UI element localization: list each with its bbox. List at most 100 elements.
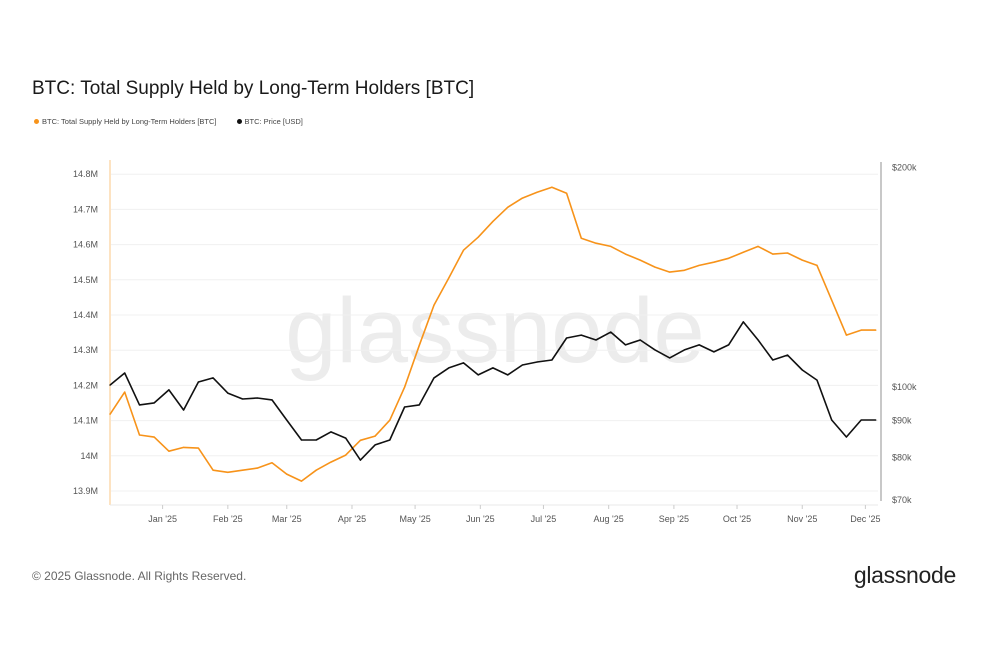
data-point-lth-supply bbox=[757, 245, 759, 247]
data-point-price bbox=[669, 357, 671, 359]
data-point-price bbox=[256, 397, 258, 399]
data-point-price bbox=[536, 361, 538, 363]
data-point-price bbox=[492, 367, 494, 369]
data-point-lth-supply bbox=[330, 461, 332, 463]
data-point-lth-supply bbox=[241, 469, 244, 471]
data-point-price bbox=[845, 436, 848, 438]
data-point-price bbox=[462, 362, 465, 364]
data-point-lth-supply bbox=[300, 480, 303, 482]
copyright-text: © 2025 Glassnode. All Rights Reserved. bbox=[32, 569, 247, 583]
data-point-price bbox=[330, 431, 332, 433]
data-point-lth-supply bbox=[669, 271, 671, 273]
data-point-lth-supply bbox=[256, 467, 258, 469]
data-point-lth-supply bbox=[786, 252, 789, 254]
watermark: glassnode bbox=[285, 280, 704, 382]
x-tick-label: Jun '25 bbox=[466, 514, 495, 524]
data-point-lth-supply bbox=[109, 413, 111, 415]
data-point-price bbox=[816, 379, 818, 381]
left-tick-label: 14.5M bbox=[73, 275, 98, 285]
data-point-lth-supply bbox=[713, 261, 715, 263]
data-point-price bbox=[359, 459, 361, 461]
data-point-price bbox=[124, 372, 126, 374]
data-point-price bbox=[507, 374, 509, 376]
data-point-lth-supply bbox=[831, 299, 833, 301]
x-tick-label: Feb '25 bbox=[213, 514, 243, 524]
data-point-price bbox=[138, 404, 141, 406]
legend-item-price[interactable]: BTC: Price [USD] bbox=[236, 117, 303, 126]
data-point-lth-supply bbox=[728, 257, 730, 259]
data-point-price bbox=[153, 402, 155, 404]
left-tick-label: 14.3M bbox=[73, 345, 98, 355]
right-tick-label: $80k bbox=[892, 453, 912, 463]
x-tick-label: Aug '25 bbox=[594, 514, 624, 524]
data-point-lth-supply bbox=[624, 253, 627, 255]
left-tick-label: 14.6M bbox=[73, 240, 98, 250]
data-point-lth-supply bbox=[183, 446, 185, 448]
left-tick-label: 14.4M bbox=[73, 310, 98, 320]
black-dot-icon bbox=[236, 119, 242, 124]
data-point-lth-supply bbox=[448, 277, 450, 279]
data-point-price bbox=[183, 409, 185, 411]
right-tick-label: $90k bbox=[892, 415, 912, 425]
data-point-price bbox=[610, 331, 612, 333]
data-point-price bbox=[654, 349, 656, 351]
data-point-lth-supply bbox=[433, 304, 435, 306]
data-point-lth-supply bbox=[816, 264, 818, 266]
data-point-lth-supply bbox=[124, 391, 126, 393]
data-point-price bbox=[551, 359, 553, 361]
data-point-price bbox=[772, 359, 774, 361]
data-point-lth-supply bbox=[507, 206, 509, 208]
data-point-price bbox=[477, 374, 479, 376]
data-point-lth-supply bbox=[359, 439, 361, 441]
data-point-lth-supply bbox=[462, 249, 465, 251]
left-tick-label: 14.1M bbox=[73, 416, 98, 426]
x-tick-label: Jul '25 bbox=[531, 514, 557, 524]
data-point-lth-supply bbox=[168, 450, 170, 452]
data-point-lth-supply bbox=[595, 242, 597, 244]
glassnode-logo: glassnode bbox=[853, 562, 956, 588]
data-point-price bbox=[418, 404, 420, 406]
data-point-lth-supply bbox=[536, 191, 538, 193]
data-point-lth-supply bbox=[389, 419, 391, 421]
data-point-lth-supply bbox=[551, 186, 553, 188]
data-point-price bbox=[109, 384, 111, 386]
data-point-price bbox=[389, 439, 391, 441]
data-point-price bbox=[742, 321, 744, 323]
data-point-price bbox=[521, 364, 524, 366]
left-tick-label: 14.7M bbox=[73, 204, 98, 214]
x-tick-label: Dec '25 bbox=[850, 514, 880, 524]
data-point-lth-supply bbox=[286, 473, 288, 475]
data-point-price bbox=[728, 344, 730, 346]
left-tick-label: 14.8M bbox=[73, 169, 98, 179]
data-point-price bbox=[197, 381, 199, 383]
legend-label: BTC: Price [USD] bbox=[244, 117, 303, 126]
x-tick-label: May '25 bbox=[399, 514, 430, 524]
data-point-lth-supply bbox=[698, 264, 700, 266]
right-tick-label: $100k bbox=[892, 382, 917, 392]
data-point-lth-supply bbox=[197, 447, 199, 449]
data-point-lth-supply bbox=[492, 220, 494, 222]
legend: BTC: Total Supply Held by Long-Term Hold… bbox=[34, 117, 303, 126]
legend-item-lth-supply[interactable]: BTC: Total Supply Held by Long-Term Hold… bbox=[34, 117, 217, 126]
data-point-lth-supply bbox=[860, 329, 862, 331]
data-point-lth-supply bbox=[521, 197, 524, 199]
x-tick-label: Nov '25 bbox=[787, 514, 817, 524]
data-point-lth-supply bbox=[875, 329, 877, 331]
data-point-price bbox=[345, 437, 347, 439]
data-point-price bbox=[241, 398, 244, 400]
data-point-price bbox=[168, 389, 170, 391]
data-point-price bbox=[286, 419, 288, 421]
right-tick-label: $70k bbox=[892, 495, 912, 505]
data-point-price bbox=[683, 349, 686, 351]
data-point-lth-supply bbox=[227, 471, 229, 473]
data-point-lth-supply bbox=[565, 192, 568, 194]
data-point-price bbox=[786, 354, 789, 356]
orange-dot-icon bbox=[34, 119, 39, 124]
x-tick-label: Apr '25 bbox=[338, 514, 366, 524]
x-tick-label: Sep '25 bbox=[659, 514, 689, 524]
data-point-price bbox=[595, 339, 597, 341]
data-point-price bbox=[403, 406, 406, 408]
data-point-price bbox=[271, 399, 273, 401]
left-tick-label: 14M bbox=[80, 451, 98, 461]
